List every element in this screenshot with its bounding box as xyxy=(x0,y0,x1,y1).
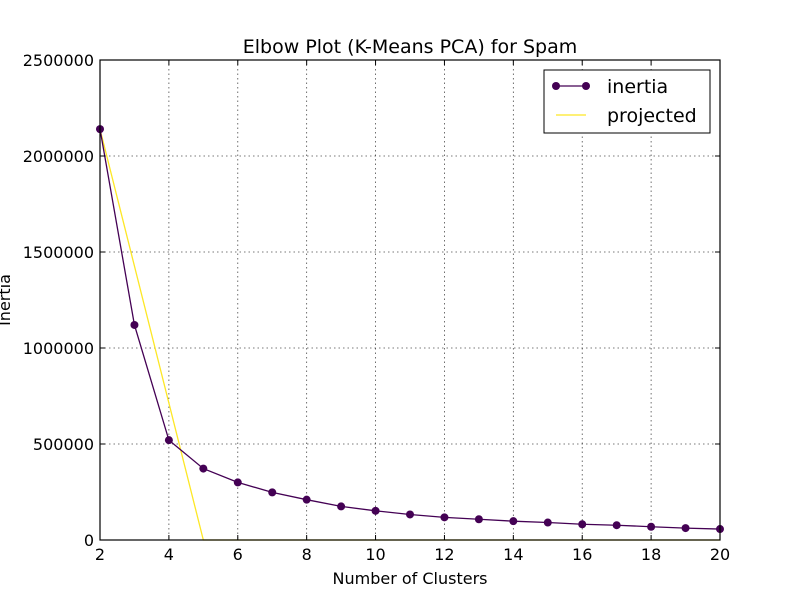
y-tick-label: 500000 xyxy=(33,435,94,454)
data-point-inertia xyxy=(233,478,242,487)
data-point-inertia xyxy=(578,520,587,529)
legend-marker-inertia xyxy=(552,82,560,90)
y-tick-label: 1500000 xyxy=(23,243,94,262)
y-tick-label: 2500000 xyxy=(23,51,94,70)
x-tick-label: 8 xyxy=(302,545,312,564)
data-point-inertia xyxy=(164,436,173,445)
data-point-inertia xyxy=(130,320,139,329)
data-point-inertia xyxy=(647,522,656,531)
x-tick-label: 12 xyxy=(434,545,454,564)
data-point-inertia xyxy=(371,506,380,515)
data-point-inertia xyxy=(199,464,208,473)
x-tick-label: 20 xyxy=(710,545,730,564)
y-tick-label: 2000000 xyxy=(23,147,94,166)
data-point-inertia xyxy=(509,517,518,526)
data-point-inertia xyxy=(406,510,414,519)
legend-box xyxy=(543,69,711,134)
x-tick-label: 14 xyxy=(503,545,523,564)
data-point-inertia xyxy=(681,524,690,533)
y-tick-label: 0 xyxy=(84,531,94,550)
legend-marker-inertia-end xyxy=(582,82,590,90)
x-tick-label: 18 xyxy=(641,545,661,564)
data-point-inertia xyxy=(337,502,346,511)
x-tick-label: 16 xyxy=(572,545,592,564)
x-tick-label: 4 xyxy=(164,545,174,564)
chart-title: Elbow Plot (K-Means PCA) for Spam xyxy=(243,36,577,58)
x-tick-label: 6 xyxy=(233,545,243,564)
grid-lines xyxy=(100,60,720,540)
x-axis-label: Number of Clusters xyxy=(333,569,488,588)
data-point-inertia xyxy=(440,513,449,522)
x-tick-label: 2 xyxy=(95,545,105,564)
legend: inertia projected xyxy=(543,69,711,134)
data-point-inertia xyxy=(612,521,621,530)
legend-label-inertia: inertia xyxy=(607,76,668,98)
axis-ticks: 2 4 6 8 10 12 14 16 18 20 0 500000 1000000 1500000 200… xyxy=(23,51,730,564)
data-point-inertia xyxy=(302,495,311,504)
data-point-inertia xyxy=(543,518,552,527)
legend-label-projected: projected xyxy=(607,105,697,127)
y-axis-label: Inertia xyxy=(0,274,14,326)
y-tick-label: 1000000 xyxy=(23,339,94,358)
data-point-inertia xyxy=(268,488,277,497)
data-point-inertia xyxy=(474,515,483,524)
x-tick-label: 10 xyxy=(365,545,385,564)
plot-frame xyxy=(99,59,721,541)
